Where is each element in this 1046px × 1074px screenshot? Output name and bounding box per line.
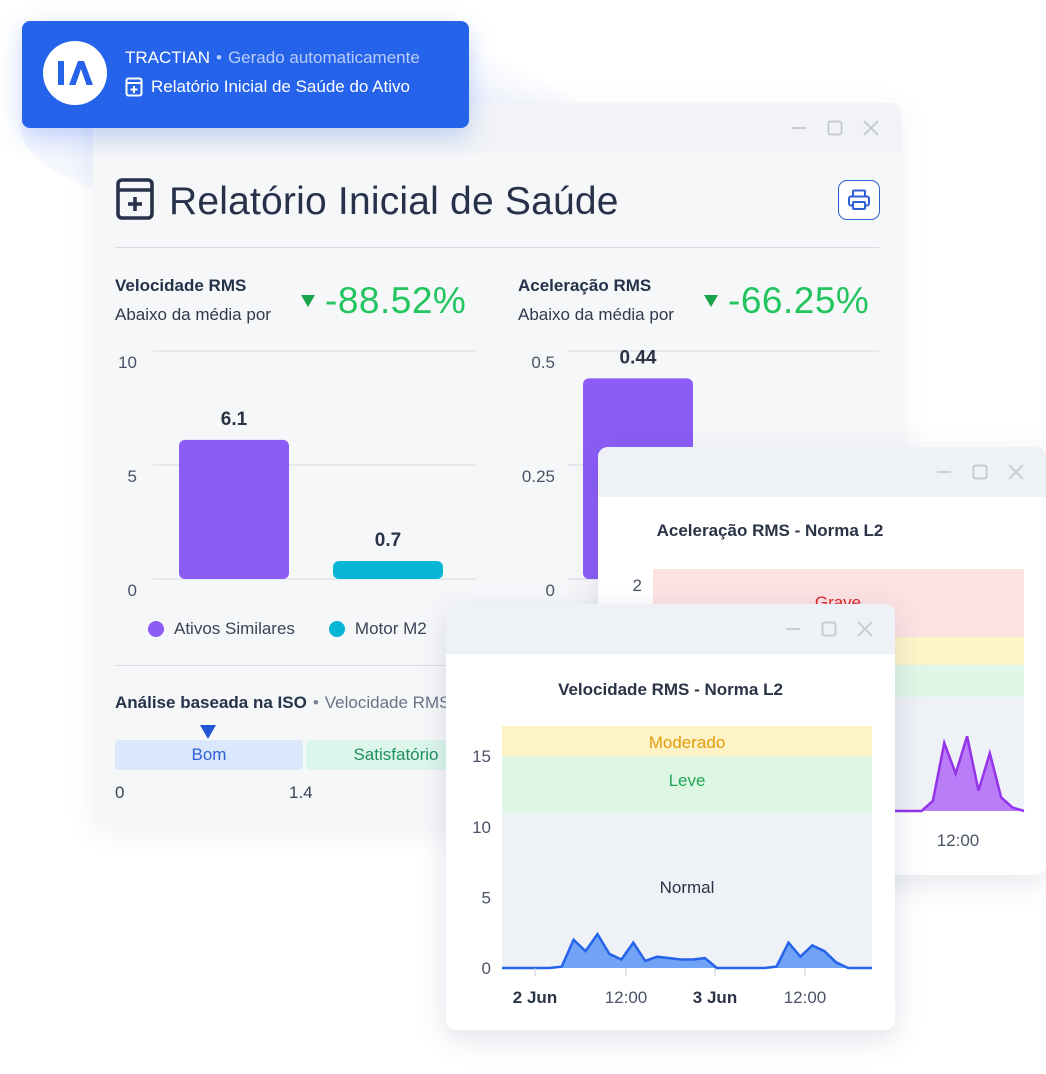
close-icon[interactable]	[855, 619, 875, 639]
zone-band	[502, 756, 872, 813]
velocity-l2-window: Velocidade RMS - Norma L2 Moderado Leve No…	[446, 604, 895, 1030]
bar	[333, 561, 443, 579]
bar-value-label: 0.7	[375, 530, 401, 551]
page-title: Relatório Inicial de Saúde	[169, 179, 619, 223]
metric-subtitle: Abaixo da média por	[518, 305, 674, 324]
legend-swatch	[148, 621, 164, 637]
iso-title: Análise baseada na ISO	[115, 693, 307, 712]
legend-swatch	[328, 621, 345, 637]
metric-delta-value: -88.52%	[325, 280, 467, 321]
bar	[179, 439, 289, 579]
y-tick-label: 0	[482, 959, 491, 978]
metric-delta: -88.52%	[301, 280, 466, 322]
velocity-metric: Velocidade RMS Abaixo da média por -88.5…	[115, 276, 475, 325]
series-area	[502, 934, 872, 968]
metric-title: Aceleração RMS	[518, 276, 652, 295]
legend-item: Ativos Similares	[148, 619, 295, 639]
tractian-ia-logo	[43, 41, 107, 105]
separator-dot: •	[312, 693, 319, 712]
chart-title: Velocidade RMS - Norma L2	[558, 680, 783, 699]
close-icon[interactable]	[861, 118, 881, 138]
chart-legend: Ativos Similares Motor M2	[148, 619, 427, 639]
series-area	[728, 736, 1024, 811]
y-tick-label: 0	[128, 581, 137, 600]
x-tick-label: 2 Jun	[513, 988, 557, 1007]
y-tick-label: 10	[472, 818, 491, 837]
maximize-icon[interactable]	[825, 118, 845, 138]
zone-band	[502, 726, 872, 757]
bar-value-label: 0.44	[620, 347, 657, 368]
chart-title: Aceleração RMS - Norma L2	[656, 521, 884, 540]
x-tick-label: 12:00	[784, 988, 827, 1007]
badge-report-link: Relatório Inicial de Saúde do Ativo	[125, 77, 410, 97]
printer-icon	[848, 189, 870, 210]
zone-label: Normal	[660, 878, 715, 897]
minimize-icon[interactable]	[789, 118, 809, 138]
y-tick-label: 2	[633, 576, 642, 595]
iso-tick: 0	[115, 783, 125, 802]
window-titlebar	[598, 447, 1046, 497]
page-title-row: Relatório Inicial de Saúde	[115, 177, 619, 226]
x-tick-label: 3 Jun	[693, 988, 737, 1007]
close-icon[interactable]	[1006, 462, 1026, 482]
y-tick-label: 0	[546, 581, 555, 600]
metric-subtitle: Abaixo da média por	[115, 305, 271, 324]
minimize-icon[interactable]	[934, 462, 954, 482]
zone-band	[502, 812, 872, 968]
iso-segment-bom: Bom	[115, 740, 303, 770]
bar-value-label: 6.1	[221, 409, 248, 430]
legend-item: Motor M2	[328, 619, 427, 639]
down-arrow-icon	[301, 295, 315, 307]
series-line	[502, 931, 872, 970]
metric-delta: -66.25%	[704, 280, 869, 322]
y-tick-label: 10	[118, 353, 137, 372]
velocity-l2-chart: Moderado Leve Normal 15 10 5 0 2 Jun 12:00 3 Jun 1…	[472, 726, 872, 1007]
y-tick-label: 5	[128, 467, 137, 486]
y-tick-label: 5	[482, 888, 491, 907]
x-tick-label: 12:00	[937, 831, 980, 850]
report-icon	[115, 177, 155, 226]
metric-delta-value: -66.25%	[728, 280, 870, 321]
report-name: Relatório Inicial de Saúde do Ativo	[151, 77, 410, 96]
zone-label: Moderado	[649, 733, 726, 752]
divider	[115, 247, 879, 248]
iso-analysis-title: Análise baseada na ISO • Velocidade RMS	[115, 693, 450, 713]
down-arrow-icon	[704, 295, 718, 307]
ai-report-badge[interactable]: TRACTIAN • Gerado automaticamente Relatóri…	[22, 21, 469, 128]
iso-subtitle: Velocidade RMS	[324, 693, 451, 712]
badge-header: TRACTIAN • Gerado automaticamente	[125, 48, 420, 68]
y-tick-label: 15	[472, 747, 491, 766]
iso-position-marker	[200, 725, 216, 739]
x-tick-label: 12:00	[605, 988, 648, 1007]
window-titlebar	[446, 604, 895, 654]
generated-status: Gerado automaticamente	[227, 48, 420, 67]
iso-tick: 1.4	[289, 783, 313, 802]
maximize-icon[interactable]	[819, 619, 839, 639]
y-tick-label: 0.5	[531, 353, 555, 372]
acceleration-metric: Aceleração RMS Abaixo da média por -66.2…	[518, 276, 888, 325]
report-icon	[125, 77, 143, 97]
maximize-icon[interactable]	[970, 462, 990, 482]
y-tick-label: 0.25	[522, 467, 555, 486]
legend-label: Motor M2	[354, 619, 427, 638]
legend-label: Ativos Similares	[174, 619, 295, 638]
metric-title: Velocidade RMS	[115, 276, 247, 295]
brand-name: TRACTIAN	[125, 48, 210, 67]
print-button[interactable]	[838, 180, 880, 220]
zone-label: Leve	[669, 771, 706, 790]
separator-dot: •	[216, 48, 222, 67]
minimize-icon[interactable]	[783, 619, 803, 639]
